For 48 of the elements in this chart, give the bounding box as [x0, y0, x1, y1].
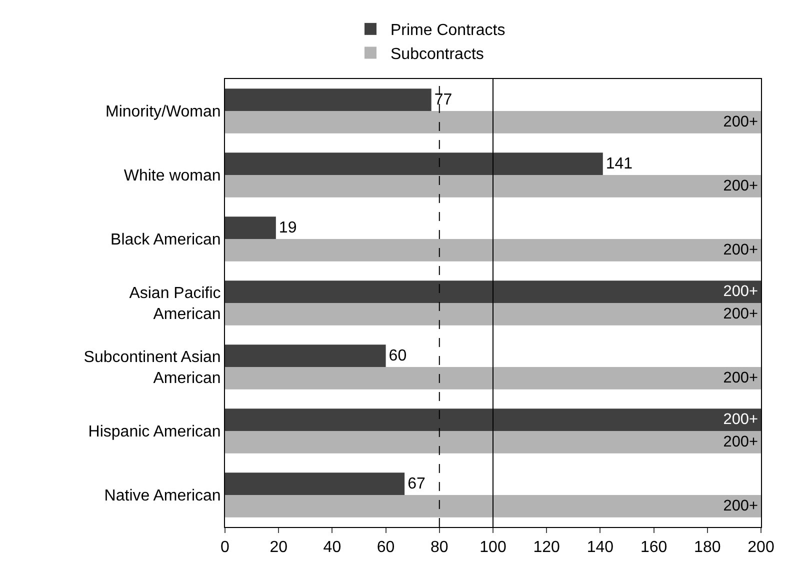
x-tick-label: 140: [586, 539, 614, 556]
data-label: 200+: [723, 242, 758, 259]
y-tick-label: Asian Pacific American: [129, 285, 221, 323]
bar: [225, 303, 761, 326]
x-tick-label: 160: [640, 539, 668, 556]
x-tick-label: 200: [748, 539, 774, 556]
data-label: 67: [408, 475, 426, 492]
bar: [225, 111, 761, 134]
data-label: 200+: [723, 434, 758, 451]
data-label: 141: [606, 155, 633, 172]
data-label: 200+: [723, 178, 758, 195]
x-tick-label: 40: [323, 539, 342, 556]
x-tick-label: 0: [220, 539, 230, 556]
x-tick-label: 60: [376, 539, 395, 556]
y-tick-label: Subcontinent Asian American: [84, 349, 221, 387]
bar: [225, 431, 761, 454]
bar: [225, 175, 761, 198]
bar: [225, 216, 276, 239]
x-tick-label: 20: [270, 539, 288, 556]
data-label: 200+: [723, 498, 758, 515]
y-tick-label: Hispanic American: [88, 424, 221, 441]
bar: [225, 88, 432, 111]
data-label: 200+: [723, 306, 758, 323]
y-tick-label: Minority/Woman: [106, 104, 221, 121]
bar: [225, 472, 405, 495]
x-tick-label: 80: [430, 539, 448, 556]
legend-label: Subcontracts: [390, 46, 484, 63]
bar: [225, 280, 761, 303]
data-label: 60: [388, 347, 407, 364]
bar: [225, 495, 761, 518]
data-label: 19: [278, 219, 297, 236]
data-label: 200+: [723, 370, 758, 387]
x-tick-label: 120: [533, 539, 560, 556]
data-label: 77: [434, 91, 452, 108]
y-tick-label: Native American: [104, 488, 221, 505]
x-tick-label: 100: [480, 539, 506, 556]
x-tick-label: 180: [694, 539, 721, 556]
data-label: 200+: [723, 283, 758, 300]
legend-label: Prime Contracts: [390, 22, 506, 40]
y-tick-label: Black American: [110, 232, 221, 249]
data-label: 200+: [723, 114, 758, 131]
bar: [225, 239, 761, 262]
bar: [225, 408, 761, 431]
data-label: 200+: [723, 411, 758, 428]
bar: [225, 152, 603, 175]
y-tick-label: White woman: [124, 168, 221, 185]
bar: [225, 344, 386, 367]
bar: [225, 367, 761, 390]
